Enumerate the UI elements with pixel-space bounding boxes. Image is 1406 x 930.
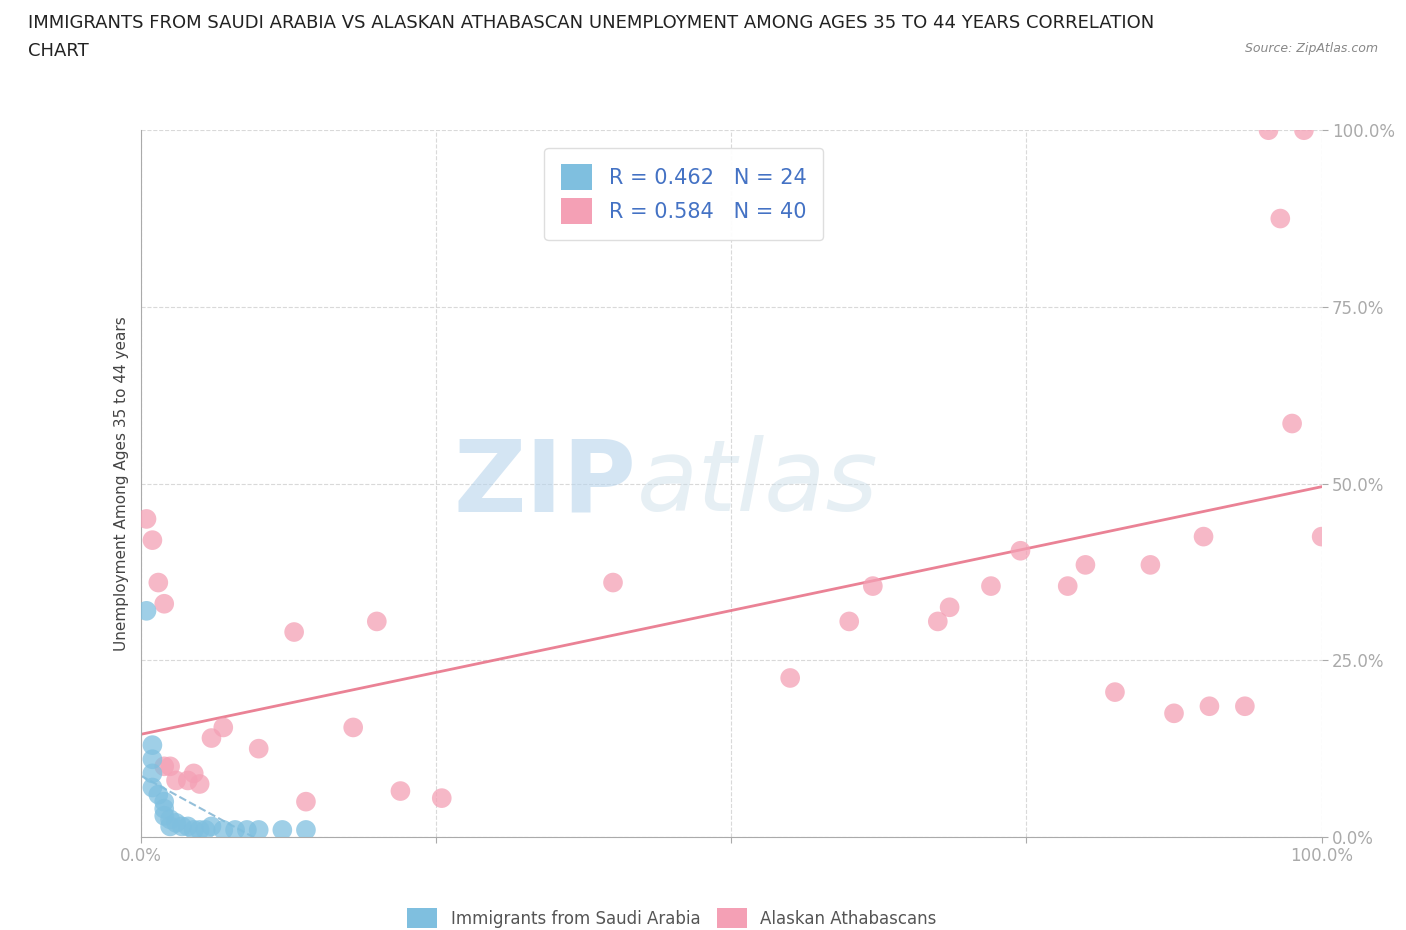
Point: [1233, 698, 1256, 713]
Point: [366, 614, 388, 629]
Point: [927, 614, 949, 629]
Point: [1292, 123, 1315, 138]
Point: [135, 604, 157, 618]
Point: [135, 512, 157, 526]
Point: [141, 780, 163, 795]
Point: [141, 751, 163, 766]
Point: [938, 600, 960, 615]
Point: [153, 808, 176, 823]
Point: [283, 625, 305, 640]
Point: [1270, 211, 1292, 226]
Y-axis label: Unemployment Among Ages 35 to 44 years: Unemployment Among Ages 35 to 44 years: [114, 316, 129, 651]
Point: [224, 822, 246, 837]
Point: [212, 720, 235, 735]
Text: CHART: CHART: [28, 42, 89, 60]
Point: [200, 731, 222, 746]
Point: [980, 578, 1002, 593]
Point: [165, 816, 187, 830]
Text: Source: ZipAtlas.com: Source: ZipAtlas.com: [1244, 42, 1378, 55]
Point: [1056, 578, 1078, 593]
Point: [148, 575, 170, 590]
Point: [1104, 684, 1126, 699]
Point: [1257, 123, 1279, 138]
Point: [153, 759, 176, 774]
Point: [188, 777, 211, 791]
Point: [141, 766, 163, 781]
Point: [212, 822, 235, 837]
Point: [271, 822, 294, 837]
Point: [430, 790, 453, 805]
Point: [342, 720, 364, 735]
Point: [1310, 529, 1333, 544]
Legend: Immigrants from Saudi Arabia, Alaskan Athabascans: Immigrants from Saudi Arabia, Alaskan At…: [394, 895, 950, 930]
Point: [159, 759, 181, 774]
Text: IMMIGRANTS FROM SAUDI ARABIA VS ALASKAN ATHABASCAN UNEMPLOYMENT AMONG AGES 35 TO: IMMIGRANTS FROM SAUDI ARABIA VS ALASKAN …: [28, 14, 1154, 32]
Point: [295, 822, 318, 837]
Point: [194, 822, 217, 837]
Point: [188, 822, 211, 837]
Text: ZIP: ZIP: [454, 435, 637, 532]
Point: [247, 822, 270, 837]
Point: [148, 787, 170, 802]
Point: [1074, 557, 1097, 572]
Point: [862, 578, 884, 593]
Point: [295, 794, 318, 809]
Point: [389, 784, 412, 799]
Point: [1163, 706, 1185, 721]
Point: [1192, 529, 1215, 544]
Point: [183, 822, 205, 837]
Point: [1010, 543, 1032, 558]
Point: [141, 737, 163, 752]
Point: [1198, 698, 1220, 713]
Point: [159, 819, 181, 834]
Point: [602, 575, 624, 590]
Point: [159, 812, 181, 827]
Text: atlas: atlas: [637, 435, 879, 532]
Point: [177, 819, 200, 834]
Point: [1281, 416, 1303, 431]
Point: [177, 773, 200, 788]
Point: [838, 614, 860, 629]
Point: [153, 802, 176, 817]
Point: [153, 596, 176, 611]
Point: [170, 819, 193, 834]
Point: [236, 822, 259, 837]
Point: [183, 766, 205, 781]
Point: [779, 671, 801, 685]
Point: [247, 741, 270, 756]
Point: [165, 773, 187, 788]
Point: [1139, 557, 1161, 572]
Point: [200, 819, 222, 834]
Point: [141, 533, 163, 548]
Point: [153, 794, 176, 809]
